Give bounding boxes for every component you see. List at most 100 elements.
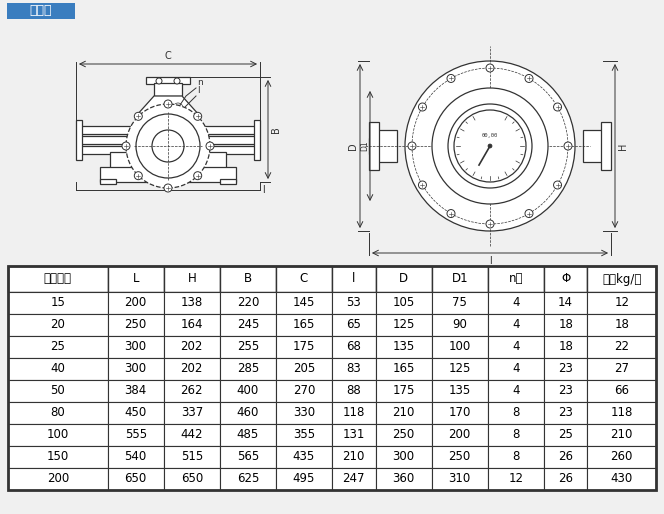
Text: 重量kg/台: 重量kg/台 bbox=[602, 272, 641, 285]
Text: 公称通径: 公称通径 bbox=[44, 272, 72, 285]
Text: 150: 150 bbox=[46, 450, 69, 464]
Text: l: l bbox=[262, 185, 265, 195]
Bar bbox=[369, 138, 377, 154]
Text: 18: 18 bbox=[558, 340, 573, 354]
Bar bbox=[432, 336, 488, 358]
Bar bbox=[8, 292, 108, 314]
Bar bbox=[376, 468, 432, 490]
Text: 250: 250 bbox=[392, 429, 415, 442]
Text: 125: 125 bbox=[392, 319, 415, 332]
Bar bbox=[588, 336, 656, 358]
Bar bbox=[220, 402, 276, 424]
Bar bbox=[108, 336, 164, 358]
Text: 83: 83 bbox=[347, 362, 361, 376]
Text: 14: 14 bbox=[558, 297, 573, 309]
Text: 65: 65 bbox=[347, 319, 361, 332]
Bar bbox=[488, 468, 544, 490]
Bar bbox=[544, 468, 588, 490]
Text: 625: 625 bbox=[236, 472, 259, 486]
Bar bbox=[544, 380, 588, 402]
Bar bbox=[488, 402, 544, 424]
Text: 135: 135 bbox=[449, 384, 471, 397]
Text: 310: 310 bbox=[449, 472, 471, 486]
Bar bbox=[220, 446, 276, 468]
Bar bbox=[544, 292, 588, 314]
Text: 210: 210 bbox=[610, 429, 633, 442]
Text: 540: 540 bbox=[125, 450, 147, 464]
Text: 165: 165 bbox=[293, 319, 315, 332]
Bar bbox=[8, 446, 108, 468]
Text: l: l bbox=[352, 272, 355, 285]
Text: H: H bbox=[618, 142, 628, 150]
Bar bbox=[220, 468, 276, 490]
Bar bbox=[8, 266, 108, 292]
Text: 118: 118 bbox=[343, 407, 365, 419]
Circle shape bbox=[447, 75, 455, 82]
Text: 202: 202 bbox=[181, 362, 203, 376]
Text: 145: 145 bbox=[293, 297, 315, 309]
Text: l: l bbox=[489, 256, 491, 266]
Text: B: B bbox=[271, 126, 281, 133]
Text: 25: 25 bbox=[50, 340, 65, 354]
Bar bbox=[376, 292, 432, 314]
Circle shape bbox=[525, 210, 533, 217]
Bar bbox=[488, 336, 544, 358]
Text: 4: 4 bbox=[512, 297, 519, 309]
Bar bbox=[8, 402, 108, 424]
Text: 202: 202 bbox=[181, 340, 203, 354]
Bar bbox=[332, 336, 376, 358]
Text: 135: 135 bbox=[392, 340, 415, 354]
Bar bbox=[332, 358, 376, 380]
Text: B: B bbox=[244, 272, 252, 285]
Bar bbox=[146, 77, 190, 84]
Text: 270: 270 bbox=[293, 384, 315, 397]
Text: 650: 650 bbox=[125, 472, 147, 486]
Circle shape bbox=[134, 172, 142, 180]
Text: l: l bbox=[197, 86, 200, 95]
Bar bbox=[588, 446, 656, 468]
Bar bbox=[332, 468, 376, 490]
Bar bbox=[220, 358, 276, 380]
Text: 118: 118 bbox=[610, 407, 633, 419]
Bar bbox=[108, 402, 164, 424]
Bar bbox=[588, 314, 656, 336]
Bar bbox=[376, 380, 432, 402]
Text: 250: 250 bbox=[449, 450, 471, 464]
Text: D: D bbox=[399, 272, 408, 285]
Text: 262: 262 bbox=[181, 384, 203, 397]
Bar bbox=[544, 446, 588, 468]
Bar bbox=[588, 266, 656, 292]
Bar bbox=[164, 336, 220, 358]
Bar bbox=[376, 336, 432, 358]
Text: 300: 300 bbox=[392, 450, 415, 464]
Bar bbox=[432, 380, 488, 402]
Bar bbox=[588, 468, 656, 490]
Circle shape bbox=[164, 100, 172, 108]
Bar bbox=[108, 292, 164, 314]
Text: 247: 247 bbox=[343, 472, 365, 486]
Text: 80: 80 bbox=[50, 407, 65, 419]
Text: 337: 337 bbox=[181, 407, 203, 419]
Bar bbox=[164, 292, 220, 314]
Bar bbox=[376, 446, 432, 468]
Text: 8: 8 bbox=[512, 429, 519, 442]
Circle shape bbox=[152, 130, 184, 162]
Bar bbox=[164, 358, 220, 380]
Circle shape bbox=[418, 181, 426, 189]
Bar bbox=[100, 167, 236, 182]
Text: 4: 4 bbox=[512, 384, 519, 397]
Bar bbox=[588, 402, 656, 424]
Bar bbox=[8, 314, 108, 336]
Text: 68: 68 bbox=[347, 340, 361, 354]
Bar bbox=[332, 292, 376, 314]
Text: 245: 245 bbox=[236, 319, 259, 332]
Text: 210: 210 bbox=[392, 407, 415, 419]
Circle shape bbox=[412, 68, 568, 224]
Bar bbox=[164, 380, 220, 402]
Bar bbox=[544, 314, 588, 336]
Text: C: C bbox=[165, 51, 171, 61]
Text: 300: 300 bbox=[125, 340, 147, 354]
Bar bbox=[108, 424, 164, 446]
Text: 4: 4 bbox=[512, 319, 519, 332]
Circle shape bbox=[134, 112, 142, 120]
